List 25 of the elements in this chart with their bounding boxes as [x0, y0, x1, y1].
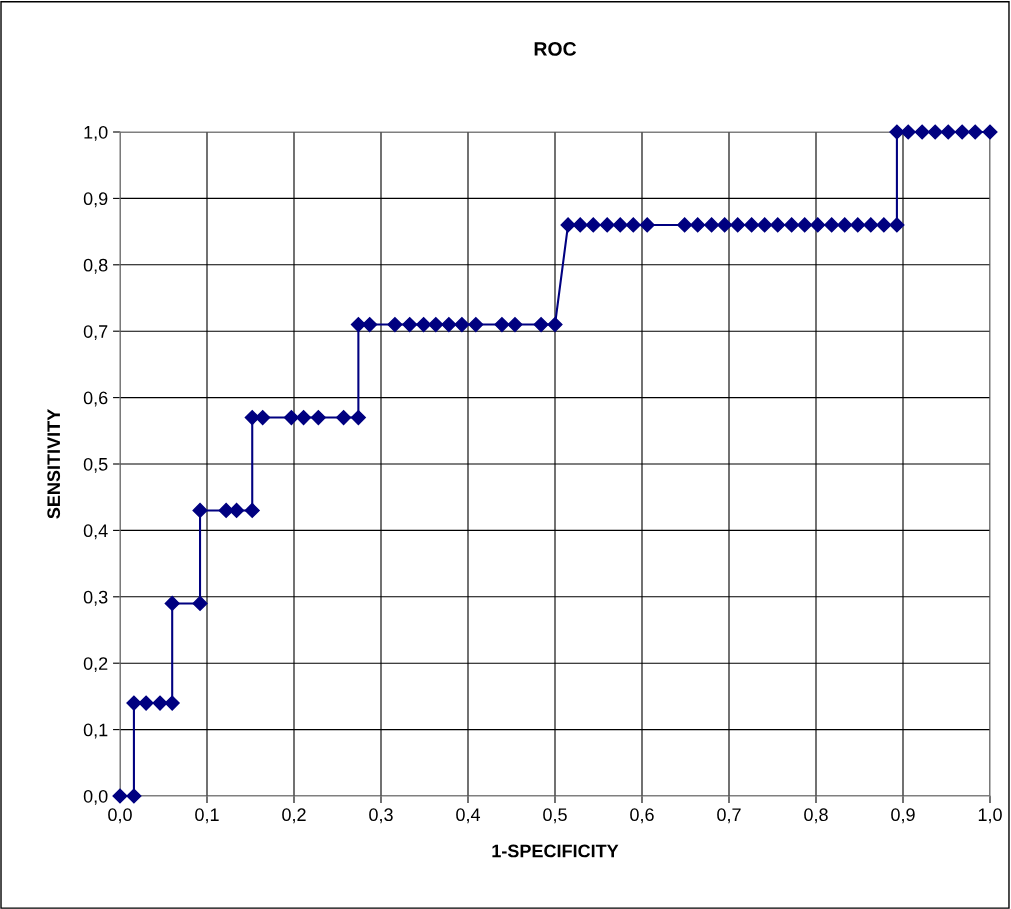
y-axis-title: SENSITIVITY	[47, 409, 61, 519]
y-tick-label: 0,6	[83, 391, 108, 407]
y-tick-label: 0,0	[83, 789, 108, 805]
x-tick-label: 0,5	[543, 808, 567, 824]
x-tick-label: 1,0	[978, 808, 1002, 824]
x-tick-label: 0,1	[195, 808, 219, 824]
y-tick-label: 0,1	[83, 723, 108, 739]
x-tick-label: 0,0	[108, 808, 132, 824]
y-tick-label: 1,0	[84, 125, 108, 141]
x-tick-label: 0,6	[630, 808, 654, 824]
x-tick-label: 0,3	[369, 808, 393, 824]
y-tick-label: 0,2	[83, 657, 108, 673]
chart-title: ROC	[534, 42, 577, 56]
x-tick-label: 0,8	[804, 808, 828, 824]
y-tick-label: 0,7	[83, 325, 108, 341]
x-axis-title: 1-SPECIFICITY	[492, 844, 619, 858]
y-tick-label: 0,5	[83, 457, 108, 473]
x-tick-label: 0,9	[891, 808, 915, 824]
y-tick-label: 0,3	[83, 590, 108, 606]
y-tick-label: 0,8	[83, 258, 108, 274]
y-tick-label: 0,9	[83, 192, 108, 208]
x-tick-label: 0,2	[282, 808, 306, 824]
y-tick-label: 0,4	[83, 524, 108, 540]
x-tick-label: 0,4	[456, 808, 481, 824]
x-tick-label: 0,7	[717, 808, 741, 824]
